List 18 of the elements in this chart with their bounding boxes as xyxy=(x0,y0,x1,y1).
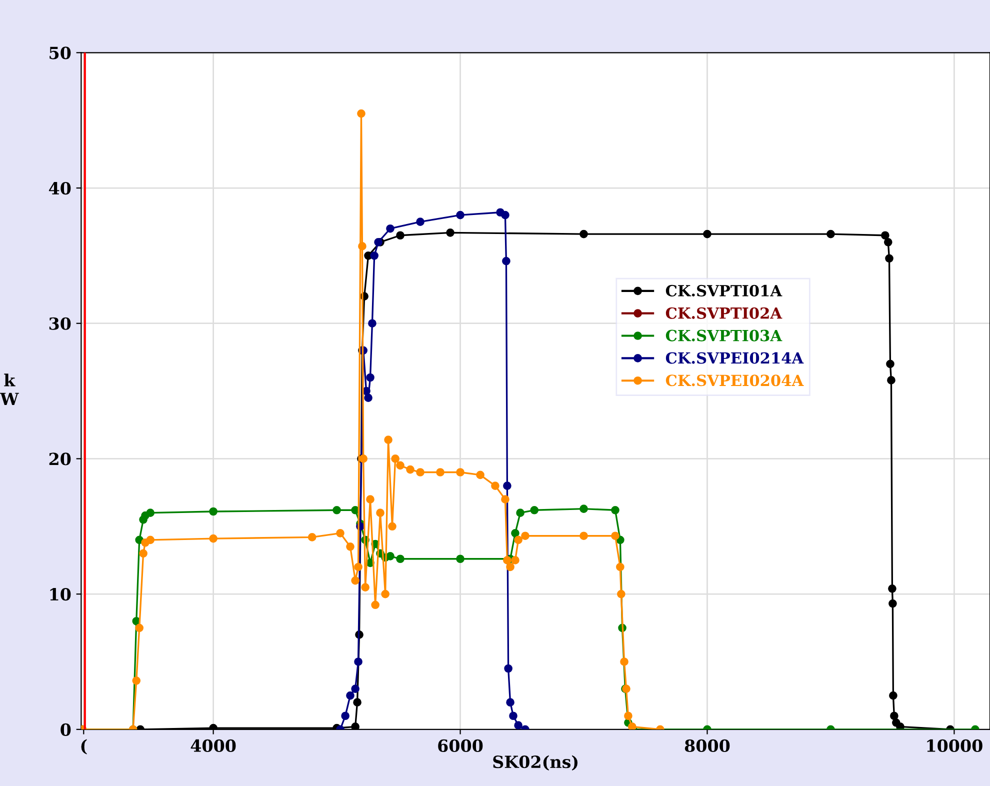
legend-label: CK.SVPTI02A xyxy=(666,307,782,319)
x-tick-label: ( xyxy=(81,739,87,754)
y-tick-label: 0 xyxy=(60,723,71,736)
y-tick-label: 40 xyxy=(48,182,71,195)
y-tick-label: 10 xyxy=(50,588,71,601)
x-tick-label: 6000 xyxy=(438,739,483,752)
legend-label: CK.SVPTI01A xyxy=(666,284,782,296)
legend-label: CK.SVPEI0204A xyxy=(666,374,804,386)
x-tick-label: 8000 xyxy=(684,739,730,752)
y-axis-title: k W xyxy=(0,374,19,405)
y-tick-label: 30 xyxy=(49,317,71,330)
legend-label: CK.SVPTI03A xyxy=(666,330,782,342)
x-axis-title: SK02(ns) xyxy=(493,755,578,771)
y-tick-label: 50 xyxy=(50,46,71,60)
x-tick-label: 4000 xyxy=(190,739,236,752)
y-tick-label: 20 xyxy=(49,452,71,466)
x-tick-label: 10000 xyxy=(927,739,982,752)
legend-label: CK.SVPEI0214A xyxy=(666,352,804,364)
